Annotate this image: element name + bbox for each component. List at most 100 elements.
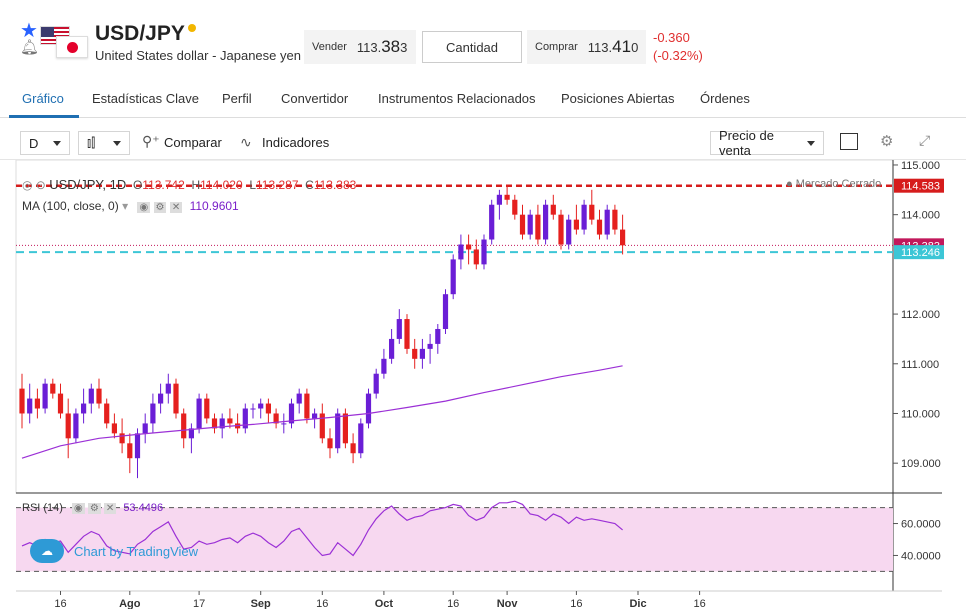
candle-body xyxy=(335,413,341,449)
candle-body xyxy=(581,204,587,230)
interval-dropdown[interactable]: D xyxy=(20,131,70,155)
x-tick-label: 16 xyxy=(316,598,328,609)
rsi-tick-label: 60.0000 xyxy=(901,519,941,531)
favorite-star-icon[interactable]: ★ xyxy=(20,20,38,42)
rsi-legend: RSI (14) ◉ ⚙ ✕ 53.4496 xyxy=(22,502,163,514)
candle-body xyxy=(512,199,518,215)
y-tick-label: 110.000 xyxy=(901,408,940,420)
ma-label: MA (100, close, 0) xyxy=(22,199,119,213)
indicators-icon[interactable]: ∿ xyxy=(240,134,252,150)
ma-settings-icon[interactable]: ⚙ xyxy=(153,202,167,213)
candle-body xyxy=(19,388,25,414)
tab-posiciones-abiertas[interactable]: Posiciones Abiertas xyxy=(561,91,675,106)
candle-body xyxy=(604,209,610,235)
rsi-line xyxy=(21,500,623,557)
candle-body xyxy=(50,383,56,394)
x-tick-label: 17 xyxy=(193,598,205,609)
price-change: -0.360 (-0.32%) xyxy=(653,29,703,65)
candle-body xyxy=(304,393,310,419)
candle-body xyxy=(181,413,187,439)
ohlc-l-label: L xyxy=(249,178,256,192)
tradingview-watermark[interactable]: ☁ Chart by TradingView xyxy=(30,539,198,563)
y-tick-label: 115.000 xyxy=(901,160,940,172)
candle-body xyxy=(566,219,572,245)
tab-grafico[interactable]: Gráfico xyxy=(22,91,64,106)
rsi-close-icon[interactable]: ✕ xyxy=(103,503,117,514)
alarm-bell-icon[interactable]: 🔔︎ xyxy=(20,39,40,56)
candle-body xyxy=(350,443,356,454)
candle-body xyxy=(96,388,102,404)
candle-body xyxy=(550,204,556,215)
candle-body xyxy=(57,393,64,414)
chart-type-dropdown[interactable]: ⫾⫿ xyxy=(78,131,130,155)
sell-price: 113.383 xyxy=(356,37,408,56)
candle-body xyxy=(27,398,33,414)
candle-body xyxy=(389,338,395,359)
rsi-value: 53.4496 xyxy=(123,502,164,514)
candle-body xyxy=(134,433,141,459)
tab-estadisticas-clave[interactable]: Estadísticas Clave xyxy=(92,91,199,106)
candle-body xyxy=(404,319,410,349)
tab-bar: Gráfico Estadísticas Clave Perfil Conver… xyxy=(0,80,966,118)
x-tick-label: 16 xyxy=(447,598,459,609)
visibility-icon[interactable]: ◎ ⊙ xyxy=(22,178,46,192)
ohlc-h-label: H xyxy=(191,178,201,192)
ma-visibility-icon[interactable]: ◉ xyxy=(137,202,151,213)
snapshot-checkbox[interactable] xyxy=(840,133,858,150)
ohlc-close: 113.383 xyxy=(313,178,357,192)
buy-label: Comprar xyxy=(535,41,578,53)
price-change-pct: (-0.32%) xyxy=(653,48,703,63)
price-pane xyxy=(15,159,894,494)
market-status-dot xyxy=(188,24,196,32)
settings-gear-icon[interactable]: ⚙ xyxy=(880,133,894,150)
tab-convertidor[interactable]: Convertidor xyxy=(281,91,349,106)
candle-body xyxy=(620,229,626,246)
tab-perfil[interactable]: Perfil xyxy=(222,91,252,106)
chart-legend-main: ◎ ⊙ USD/JPY, 1D O113.742 H114.020 L113.2… xyxy=(22,177,356,192)
candle-body xyxy=(219,418,225,429)
candle-body xyxy=(104,403,110,424)
price-chart[interactable]: 60.0000 40.0000 115.000 114.000 112.000 111.0… xyxy=(0,159,966,609)
sell-button[interactable]: Vender 113.383 xyxy=(304,30,416,64)
tab-ordenes[interactable]: Órdenes xyxy=(700,91,750,106)
compare-icon[interactable]: ⚲⁺ xyxy=(142,133,160,149)
x-tick-label: 16 xyxy=(54,598,66,609)
candle-body xyxy=(458,244,464,260)
indicators-button[interactable]: Indicadores xyxy=(262,135,330,150)
x-tick-label: 16 xyxy=(693,598,705,609)
ma-close-icon[interactable]: ✕ xyxy=(169,202,183,213)
candle-body xyxy=(373,373,379,394)
chevron-down-icon xyxy=(53,140,61,146)
quantity-field[interactable]: Cantidad xyxy=(422,31,522,63)
candle-body xyxy=(127,443,133,459)
ohlc-high: 114.020 xyxy=(200,178,243,192)
candle-body xyxy=(466,244,472,250)
candle-body xyxy=(396,319,402,339)
candle-body xyxy=(150,403,156,424)
price-type-dropdown[interactable]: Precio de venta xyxy=(710,128,824,158)
candle-body xyxy=(612,209,618,230)
candle-body xyxy=(558,214,564,245)
rsi-visibility-icon[interactable]: ◉ xyxy=(72,503,85,514)
candle-body xyxy=(381,358,387,374)
y-tick-label: 109.000 xyxy=(901,458,941,470)
fullscreen-icon[interactable]: ⤢ xyxy=(919,132,931,148)
compare-button[interactable]: Comparar xyxy=(164,135,222,150)
y-tick-label: 112.000 xyxy=(901,309,940,321)
x-tick-label: Nov xyxy=(497,598,519,609)
candle-body xyxy=(296,393,302,404)
active-tab-indicator xyxy=(9,115,79,118)
candle-body xyxy=(481,239,487,265)
candle-body xyxy=(119,433,125,444)
candle-body xyxy=(281,423,287,425)
tradingview-cloud-icon: ☁ xyxy=(30,539,64,563)
tab-instrumentos-relacionados[interactable]: Instrumentos Relacionados xyxy=(378,91,536,106)
sell-label: Vender xyxy=(312,41,347,53)
high-price-tag: 114.583 xyxy=(901,181,940,193)
candle-body xyxy=(42,383,48,409)
candle-body xyxy=(227,418,233,424)
rsi-settings-icon[interactable]: ⚙ xyxy=(87,503,101,514)
buy-button[interactable]: Comprar 113.410 xyxy=(527,30,646,64)
candle-body xyxy=(435,328,441,344)
chart-canvas[interactable]: 60.0000 40.0000 115.000 114.000 112.000 111.0… xyxy=(0,159,966,609)
